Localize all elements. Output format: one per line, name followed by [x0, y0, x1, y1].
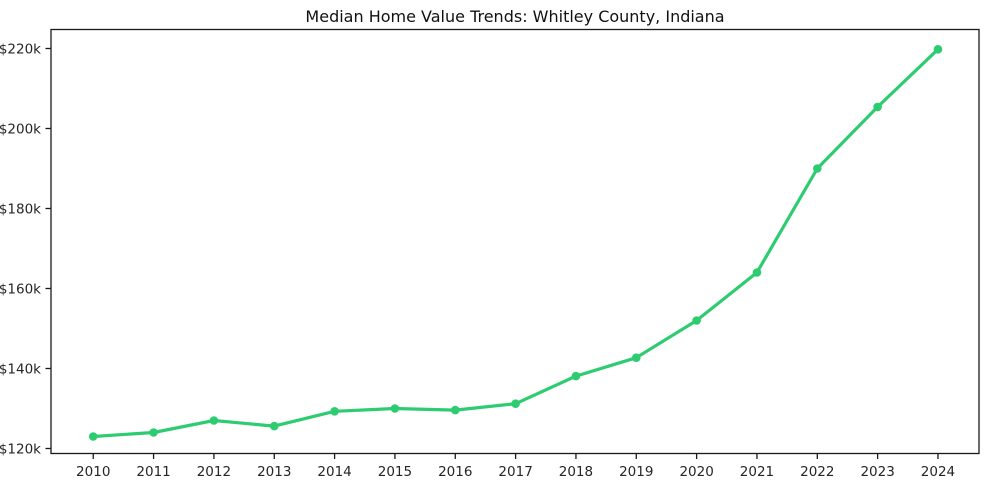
x-tick-label: 2021: [740, 464, 774, 480]
data-point: [450, 405, 460, 415]
plot-area-border: [50, 28, 980, 455]
x-tick-label: 2024: [921, 464, 955, 480]
data-point: [330, 407, 339, 416]
data-point: [631, 353, 641, 363]
x-tick-label: 2017: [498, 464, 532, 480]
data-point: [88, 432, 98, 441]
x-tick-label: 2011: [136, 464, 170, 480]
data-point: [511, 399, 520, 409]
y-tick-label: $180k: [0, 201, 41, 217]
x-tick-label: 2015: [378, 464, 412, 480]
chart-title: Median Home Value Trends: Whitley County…: [305, 7, 724, 26]
x-tick-label: 2013: [257, 464, 291, 480]
data-point: [752, 268, 762, 277]
data-point: [571, 371, 581, 381]
x-tick-label: 2010: [76, 464, 110, 480]
trend-line: [91, 47, 940, 439]
x-tick-label: 2018: [559, 464, 593, 480]
x-tick-label: 2016: [438, 464, 472, 480]
x-tick-label: 2020: [679, 464, 713, 480]
data-point: [149, 428, 158, 437]
y-tick-label: $160k: [0, 281, 41, 297]
data-point: [933, 45, 943, 54]
x-tick-label: 2019: [619, 464, 653, 480]
y-tick-label: $220k: [0, 41, 41, 57]
data-point: [692, 316, 701, 325]
data-point: [269, 421, 279, 431]
median-home-value-series: [88, 45, 943, 441]
data-point: [873, 102, 882, 112]
x-tick-label: 2014: [317, 464, 351, 480]
y-axis: $120k $140k $160k $180k $200k $220k: [0, 41, 51, 457]
y-tick-label: $120k: [0, 441, 41, 457]
data-point: [812, 164, 822, 173]
x-tick-label: 2023: [860, 464, 894, 480]
x-axis: 2010 2011 2012 2013 2014 2015 2016 2017 2018 2019…: [76, 453, 955, 480]
x-tick-label: 2012: [197, 464, 231, 480]
data-point: [209, 416, 219, 425]
y-tick-label: $140k: [0, 361, 41, 377]
y-tick-label: $200k: [0, 121, 41, 137]
data-point: [390, 404, 400, 413]
x-tick-label: 2022: [800, 464, 834, 480]
